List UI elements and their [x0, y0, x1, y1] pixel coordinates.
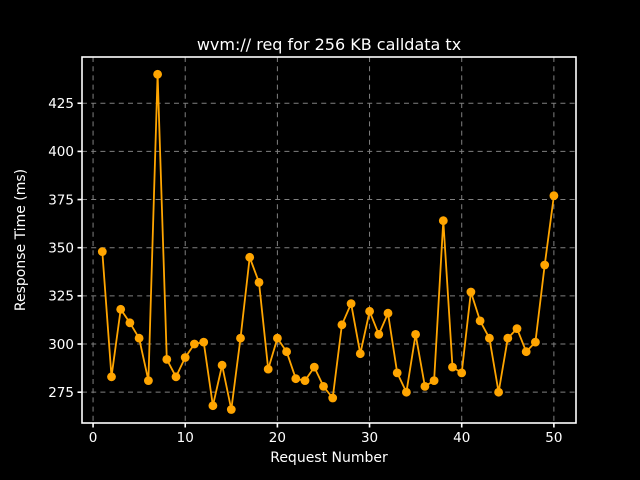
- data-point: [337, 320, 347, 330]
- data-point: [392, 368, 402, 378]
- y-tick-label: 325: [48, 289, 74, 305]
- data-point: [531, 337, 540, 347]
- data-point: [411, 330, 420, 339]
- x-axis-label: Request Number: [270, 450, 388, 466]
- data-point: [355, 349, 365, 359]
- data-point: [144, 376, 153, 385]
- data-point: [475, 316, 485, 326]
- data-point: [328, 393, 338, 403]
- data-point: [521, 347, 531, 357]
- data-point: [374, 330, 384, 339]
- y-tick-label: 350: [48, 241, 74, 257]
- data-point: [319, 382, 328, 391]
- data-point: [540, 260, 550, 270]
- data-point: [162, 355, 172, 364]
- y-tick-label: 425: [48, 96, 74, 112]
- y-axis-label: Response Time (ms): [13, 169, 29, 311]
- data-point: [503, 333, 513, 343]
- data-point: [97, 247, 107, 256]
- data-point: [429, 376, 439, 385]
- data-point: [457, 368, 467, 378]
- data-point: [494, 387, 503, 397]
- data-point: [180, 353, 190, 362]
- data-point: [300, 376, 310, 385]
- x-tick-label: 10: [177, 430, 194, 446]
- data-point: [171, 372, 181, 382]
- data-point: [438, 216, 448, 226]
- data-point: [125, 318, 135, 328]
- data-point: [466, 287, 476, 297]
- data-point: [236, 333, 245, 343]
- data-point: [282, 347, 291, 357]
- data-point: [134, 333, 144, 343]
- data-point: [383, 308, 393, 318]
- data-point: [346, 299, 356, 308]
- data-point: [485, 333, 494, 343]
- data-point: [217, 360, 227, 370]
- y-tick-label: 275: [48, 385, 74, 401]
- data-point: [402, 387, 411, 397]
- data-point: [245, 252, 255, 262]
- data-point: [116, 304, 126, 314]
- x-tick-label: 20: [269, 430, 286, 446]
- y-tick-label: 300: [48, 337, 74, 353]
- data-point: [512, 324, 522, 333]
- data-point: [107, 372, 116, 382]
- data-point: [153, 69, 163, 79]
- data-point: [263, 364, 273, 374]
- axes-frame: [81, 56, 577, 424]
- data-point: [291, 374, 301, 384]
- data-point: [254, 278, 264, 287]
- data-point: [309, 362, 319, 372]
- data-point: [273, 333, 282, 343]
- x-tick-label: 50: [545, 430, 562, 446]
- data-point: [448, 362, 457, 372]
- data-point: [199, 337, 209, 347]
- data-point: [420, 382, 430, 391]
- data-point: [190, 339, 199, 349]
- data-point: [549, 191, 559, 201]
- data-point: [208, 401, 218, 411]
- data-point: [365, 306, 374, 316]
- x-tick-label: 30: [361, 430, 378, 446]
- chart-title: wvm:// req for 256 KB calldata tx: [197, 35, 461, 54]
- x-tick-label: 40: [453, 430, 470, 446]
- data-point: [226, 405, 236, 414]
- x-tick-label: 0: [89, 430, 98, 446]
- y-tick-label: 400: [48, 144, 74, 160]
- y-tick-label: 375: [48, 192, 74, 208]
